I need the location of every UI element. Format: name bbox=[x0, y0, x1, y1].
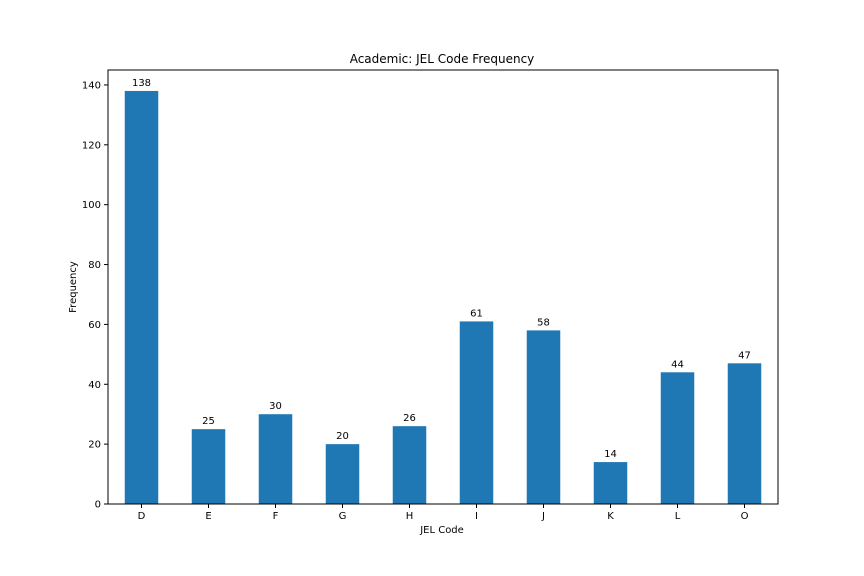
x-tick-label: I bbox=[475, 511, 478, 522]
x-tick-label: O bbox=[741, 511, 749, 522]
y-tick-label: 120 bbox=[82, 140, 101, 151]
bar-value-label: 61 bbox=[470, 308, 483, 319]
x-tick-label: D bbox=[138, 511, 146, 522]
bar bbox=[392, 426, 427, 504]
plot-frame bbox=[107, 69, 779, 505]
y-tick-label: 100 bbox=[82, 200, 101, 211]
chart-title: Academic: JEL Code Frequency bbox=[350, 52, 535, 66]
x-axis-label: JEL Code bbox=[419, 525, 464, 536]
bar-value-label: 58 bbox=[537, 317, 550, 328]
x-tick-label: H bbox=[406, 511, 414, 522]
y-tick-label: 40 bbox=[88, 380, 101, 391]
y-tick-label: 140 bbox=[82, 80, 101, 91]
bar bbox=[124, 90, 159, 504]
x-tick-label: K bbox=[607, 511, 614, 522]
y-tick-label: 20 bbox=[88, 440, 101, 451]
bar bbox=[325, 444, 360, 504]
bar bbox=[660, 372, 695, 504]
bar bbox=[191, 429, 226, 504]
bar bbox=[727, 363, 762, 504]
bar-value-label: 26 bbox=[403, 413, 416, 424]
bar-value-label: 138 bbox=[132, 78, 151, 89]
y-tick-label: 80 bbox=[88, 260, 101, 271]
bar-value-label: 47 bbox=[738, 350, 751, 361]
bar bbox=[459, 321, 494, 504]
x-tick-label: E bbox=[205, 511, 211, 522]
bar bbox=[593, 462, 628, 504]
x-tick-label: L bbox=[675, 511, 681, 522]
bar bbox=[258, 414, 293, 504]
x-tick-label: F bbox=[273, 511, 279, 522]
bar-value-label: 30 bbox=[269, 401, 282, 412]
plot-area: 0 20 40 60 80 100 120 140 D 138 E 25 F 30 G 20 H 26 I 61 J 58… bbox=[82, 78, 762, 522]
x-tick-label: G bbox=[339, 511, 347, 522]
bar-value-label: 25 bbox=[202, 416, 215, 427]
bar-value-label: 44 bbox=[671, 359, 684, 370]
bar-value-label: 14 bbox=[604, 449, 617, 460]
y-tick-label: 0 bbox=[95, 500, 101, 511]
bar-value-label: 20 bbox=[336, 431, 349, 442]
x-tick-label: J bbox=[541, 511, 545, 522]
y-tick-label: 60 bbox=[88, 320, 101, 331]
y-axis-label: Frequency bbox=[68, 261, 79, 313]
bar bbox=[526, 330, 561, 504]
